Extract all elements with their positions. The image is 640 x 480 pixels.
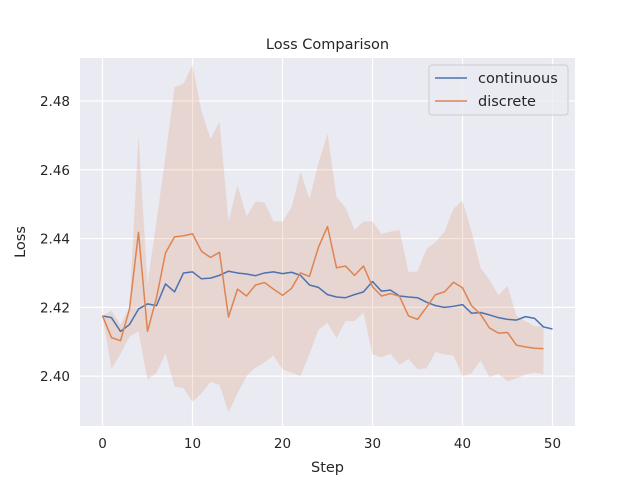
grid-lines — [80, 58, 575, 426]
y-tick-label: 2.44 — [40, 232, 70, 248]
y-tick-label: 2.40 — [40, 369, 70, 385]
tick-labels: 0 10 20 30 40 50 2.40 2.42 2.44 2.46 2.48 — [40, 94, 561, 452]
legend: continuous discrete — [428, 64, 569, 116]
x-tick-label: 50 — [544, 436, 561, 452]
x-tick-label: 30 — [364, 436, 381, 452]
discrete-line — [101, 225, 544, 350]
x-tick-label: 40 — [454, 436, 471, 452]
x-tick-label: 0 — [98, 436, 107, 452]
legend-label-continuous: continuous — [478, 71, 558, 87]
plot-area — [80, 58, 575, 426]
y-axis-label: Loss — [13, 226, 29, 258]
x-tick-label: 20 — [274, 436, 291, 452]
series-lines — [101, 225, 553, 350]
chart-title: Loss Comparison — [266, 37, 389, 53]
y-tick-label: 2.46 — [40, 163, 70, 179]
continuous-line — [102, 270, 553, 333]
legend-label-discrete: discrete — [478, 94, 536, 110]
y-tick-label: 2.48 — [40, 94, 70, 110]
y-tick-label: 2.42 — [40, 300, 70, 316]
x-axis-label: Step — [311, 460, 344, 476]
x-tick-label: 10 — [184, 436, 201, 452]
